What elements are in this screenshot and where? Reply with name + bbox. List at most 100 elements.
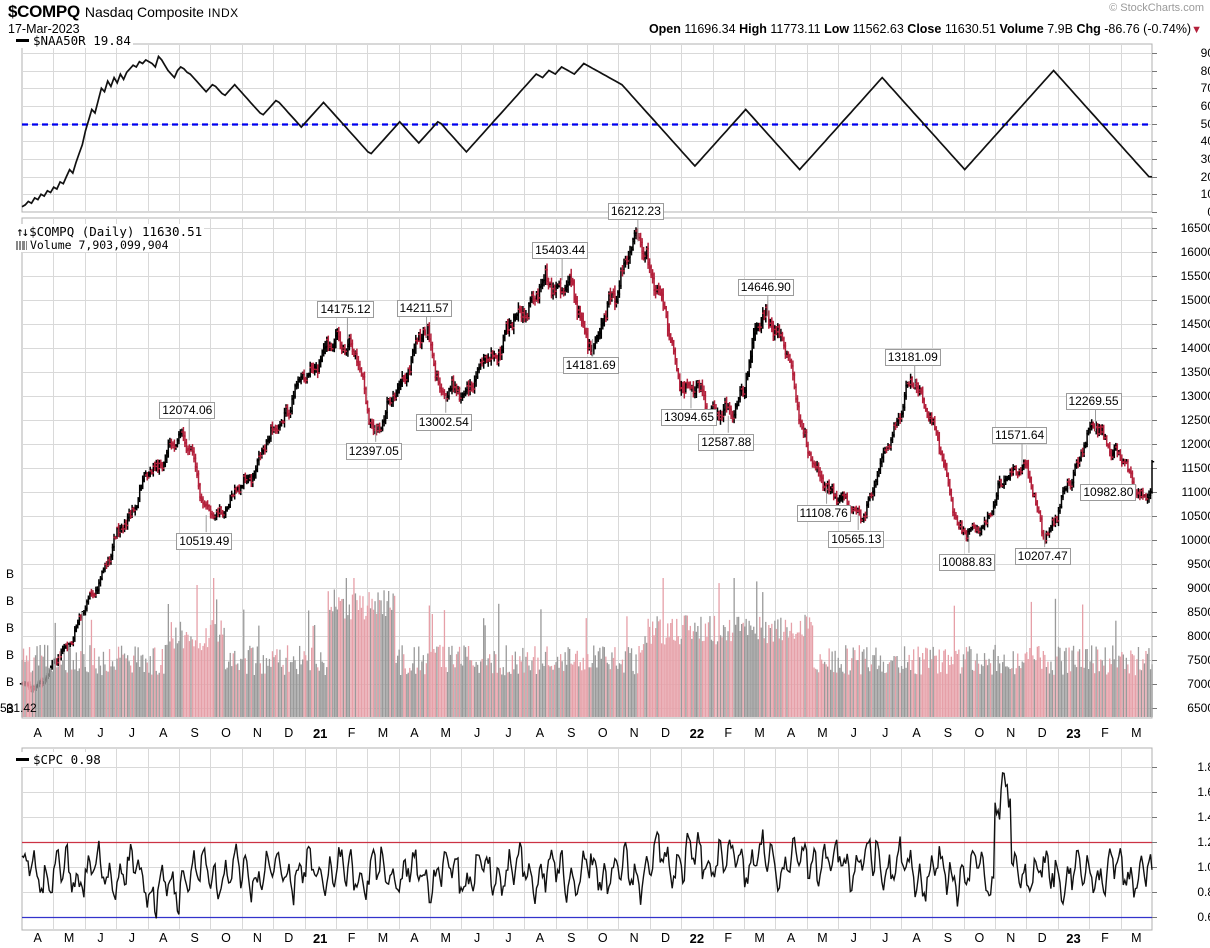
volume-bar xyxy=(381,614,384,717)
volume-bar xyxy=(336,609,338,717)
volume-bar xyxy=(970,649,972,717)
volume-bar xyxy=(799,620,802,717)
volume-bar xyxy=(638,646,640,717)
volume-bar xyxy=(143,672,145,717)
volume-bar xyxy=(427,653,429,717)
volume-bar xyxy=(996,671,998,717)
volume-bar xyxy=(397,655,399,717)
volume-bar xyxy=(697,626,699,717)
volume-bar xyxy=(514,651,516,717)
volume-bar xyxy=(635,654,637,717)
volume-bar xyxy=(1125,657,1127,717)
volume-bar xyxy=(366,605,369,717)
price-annotation-callout: 10207.47 xyxy=(1014,548,1071,566)
volume-bar xyxy=(1085,649,1087,717)
volume-bar xyxy=(181,630,183,717)
x-axis-label-cpc: O xyxy=(221,931,231,945)
volume-bar xyxy=(943,650,945,717)
volume-bar xyxy=(258,625,260,717)
volume-bar xyxy=(824,661,826,717)
volume-bar xyxy=(570,663,572,717)
volume-bar xyxy=(53,658,55,717)
price-annotation-callout: 10565.13 xyxy=(828,530,885,548)
x-axis-label-price: J xyxy=(882,726,889,740)
volume-bar xyxy=(291,662,293,717)
volume-bar xyxy=(234,650,236,717)
volume-bar xyxy=(89,645,91,717)
volume-bar xyxy=(202,645,204,717)
volume-bar xyxy=(819,654,821,717)
volume-bar xyxy=(814,668,817,717)
volume-bar xyxy=(786,627,788,717)
volume-bar xyxy=(878,665,880,717)
volume-bar xyxy=(988,658,990,717)
volume-bar xyxy=(1038,646,1040,717)
volume-left-axis-label: B xyxy=(5,648,14,662)
volume-bar xyxy=(920,674,922,717)
symbol-ticker: $COMPQ xyxy=(8,2,80,21)
volume-bar xyxy=(821,659,823,717)
volume-bar xyxy=(362,596,364,717)
x-axis-label-cpc: S xyxy=(567,931,576,945)
volume-bar xyxy=(1051,670,1054,717)
volume-bar xyxy=(804,614,806,717)
volume-bar xyxy=(1042,651,1044,717)
volume-bar xyxy=(867,667,869,717)
volume-bar xyxy=(1088,669,1090,717)
volume-bar xyxy=(833,672,835,717)
volume-bar xyxy=(102,651,105,717)
volume-bar xyxy=(175,627,177,717)
volume-bar xyxy=(852,647,854,717)
x-axis-label-price: F xyxy=(1101,726,1109,740)
volume-bar xyxy=(543,666,545,717)
volume-bar xyxy=(113,666,115,717)
volume-bar xyxy=(353,578,355,717)
volume-bar xyxy=(679,644,681,717)
volume-bar xyxy=(243,609,245,717)
volume-bar xyxy=(161,649,163,717)
price-annotation-callout: 12397.05 xyxy=(345,442,402,460)
volume-bar xyxy=(111,661,114,717)
volume-bar xyxy=(329,609,331,717)
volume-bar xyxy=(614,647,616,717)
volume-bar xyxy=(596,667,598,717)
volume-bar xyxy=(262,655,264,717)
volume-bar xyxy=(208,637,210,717)
volume-bar xyxy=(899,672,901,717)
volume-bar xyxy=(282,664,284,717)
volume-bar xyxy=(1146,653,1149,717)
volume-bar xyxy=(1097,649,1099,717)
volume-bar xyxy=(264,673,266,717)
volume-left-axis-label: B xyxy=(5,675,14,689)
chart-date: 17-Mar-2023 xyxy=(8,22,80,36)
price-y-tick-label: 13500 xyxy=(1180,364,1210,379)
volume-bar xyxy=(374,601,376,717)
x-axis-label-cpc: N xyxy=(629,931,639,945)
price-annotation-callout: 13181.09 xyxy=(884,349,941,367)
volume-bar xyxy=(173,648,175,717)
volume-bar xyxy=(870,664,872,717)
volume-bar xyxy=(321,661,323,717)
volume-bar xyxy=(976,653,978,717)
x-axis-label-price: N xyxy=(252,726,262,740)
volume-bar xyxy=(549,666,551,717)
volume-bar xyxy=(928,667,930,717)
volume-bar xyxy=(913,649,915,717)
volume-bar xyxy=(683,615,685,717)
high-value: 11773.11 xyxy=(770,22,821,36)
volume-bar xyxy=(324,675,326,717)
volume-bar xyxy=(1075,667,1078,717)
volume-bar xyxy=(191,639,194,717)
volume-bar xyxy=(41,655,43,717)
volume-bar xyxy=(455,654,458,717)
volume-bar xyxy=(158,672,160,717)
x-axis-label-price: D xyxy=(660,726,670,740)
volume-bar xyxy=(991,674,993,717)
volume-bar xyxy=(484,625,486,717)
volume-bars-icon xyxy=(16,241,27,250)
volume-bar xyxy=(104,664,106,717)
volume-bar xyxy=(636,673,639,717)
x-axis-label-cpc: A xyxy=(535,931,545,945)
volume-bar xyxy=(179,621,182,717)
volume-bar xyxy=(246,673,248,717)
